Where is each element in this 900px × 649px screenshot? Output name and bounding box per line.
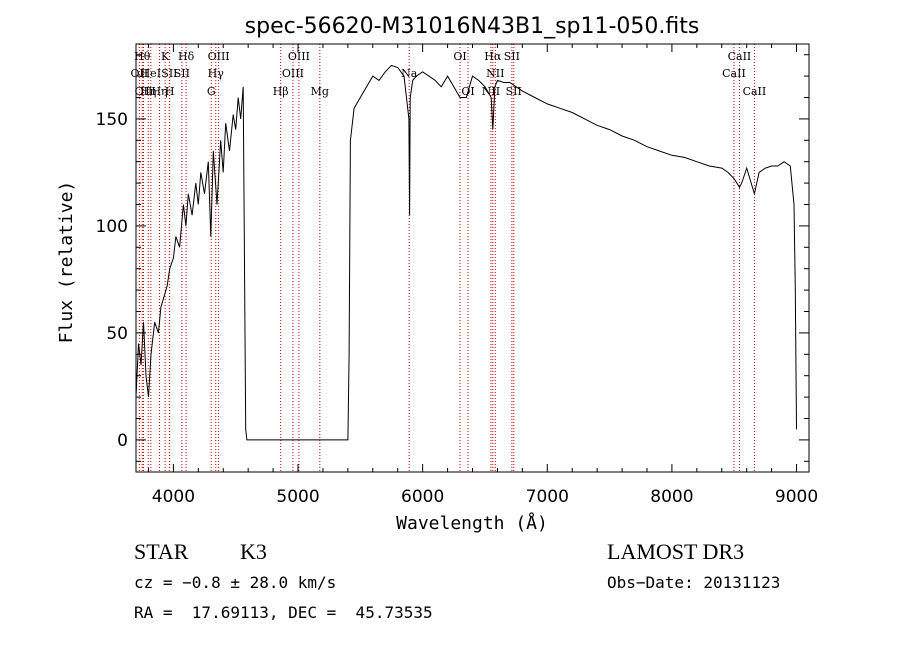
- y-axis-label: Flux (relative): [56, 181, 77, 344]
- ra-dec-coordinates: RA = 17.69113, DEC = 45.73535: [134, 603, 433, 622]
- line-marker-label: K: [161, 50, 170, 63]
- line-marker-label: Hβ: [273, 85, 289, 98]
- line-marker-label: OI: [453, 50, 466, 63]
- x-tick-label: 5000: [276, 487, 319, 507]
- line-marker-label: Hγ: [208, 67, 225, 80]
- line-marker-label: SII: [161, 67, 177, 80]
- y-tick-label: 100: [96, 217, 128, 237]
- x-tick-label: 9000: [775, 487, 818, 507]
- line-marker-label: CaII: [743, 85, 767, 98]
- line-marker-label: OII: [131, 67, 149, 80]
- line-marker-label: SII: [174, 67, 190, 80]
- spectrum-series-line: [135, 64, 797, 441]
- line-marker-label: Na: [401, 67, 418, 80]
- line-marker-label: H: [165, 85, 175, 98]
- emission-line-markers: [138, 44, 755, 472]
- line-marker-label: Hη: [140, 85, 156, 98]
- x-axis-ticks: 4000 5000 6000 7000 8000 9000: [147, 44, 818, 507]
- line-marker-label: G: [207, 85, 216, 98]
- line-marker-label: Hα: [484, 50, 502, 63]
- line-marker-label: Hθ: [134, 50, 151, 63]
- y-tick-label: 50: [106, 324, 128, 344]
- x-tick-label: 6000: [401, 487, 444, 507]
- y-axis-ticks: 0 50 100 150: [96, 54, 809, 462]
- x-axis-label: Wavelength (Å): [396, 512, 548, 534]
- line-marker-label: CaII: [728, 50, 752, 63]
- emission-line-labels: HθOIIOIIHηHeIHηKSIIHSIIHδGHγOIIIHβOIIIOI…: [131, 50, 767, 98]
- x-tick-label: 7000: [526, 487, 569, 507]
- line-marker-label: NII: [486, 67, 504, 80]
- line-marker-label: Mg: [311, 85, 329, 98]
- y-tick-label: 0: [117, 431, 128, 451]
- y-tick-label: 150: [96, 110, 128, 130]
- chart-title: spec-56620-M31016N43B1_sp11-050.fits: [245, 14, 700, 39]
- line-marker-label: OIII: [282, 67, 304, 80]
- line-marker-label: SII: [506, 85, 522, 98]
- line-marker-label: SII: [504, 50, 520, 63]
- object-class: STAR: [134, 539, 189, 564]
- line-marker-label: Hη: [151, 85, 167, 98]
- line-marker-label: OII: [135, 85, 153, 98]
- object-subclass: K3: [240, 539, 267, 564]
- x-tick-label: 4000: [152, 487, 195, 507]
- line-marker-label: CaII: [722, 67, 746, 80]
- line-marker-label: Hδ: [178, 50, 195, 63]
- line-marker-label: OIII: [208, 50, 230, 63]
- survey-name: LAMOST DR3: [607, 539, 745, 564]
- line-marker-label: HeI: [141, 67, 161, 80]
- observation-date: Obs−Date: 20131123: [607, 573, 781, 592]
- line-marker-label: OIII: [288, 50, 310, 63]
- redshift-velocity: cz = −0.8 ± 28.0 km/s: [134, 573, 337, 592]
- x-tick-label: 8000: [650, 487, 693, 507]
